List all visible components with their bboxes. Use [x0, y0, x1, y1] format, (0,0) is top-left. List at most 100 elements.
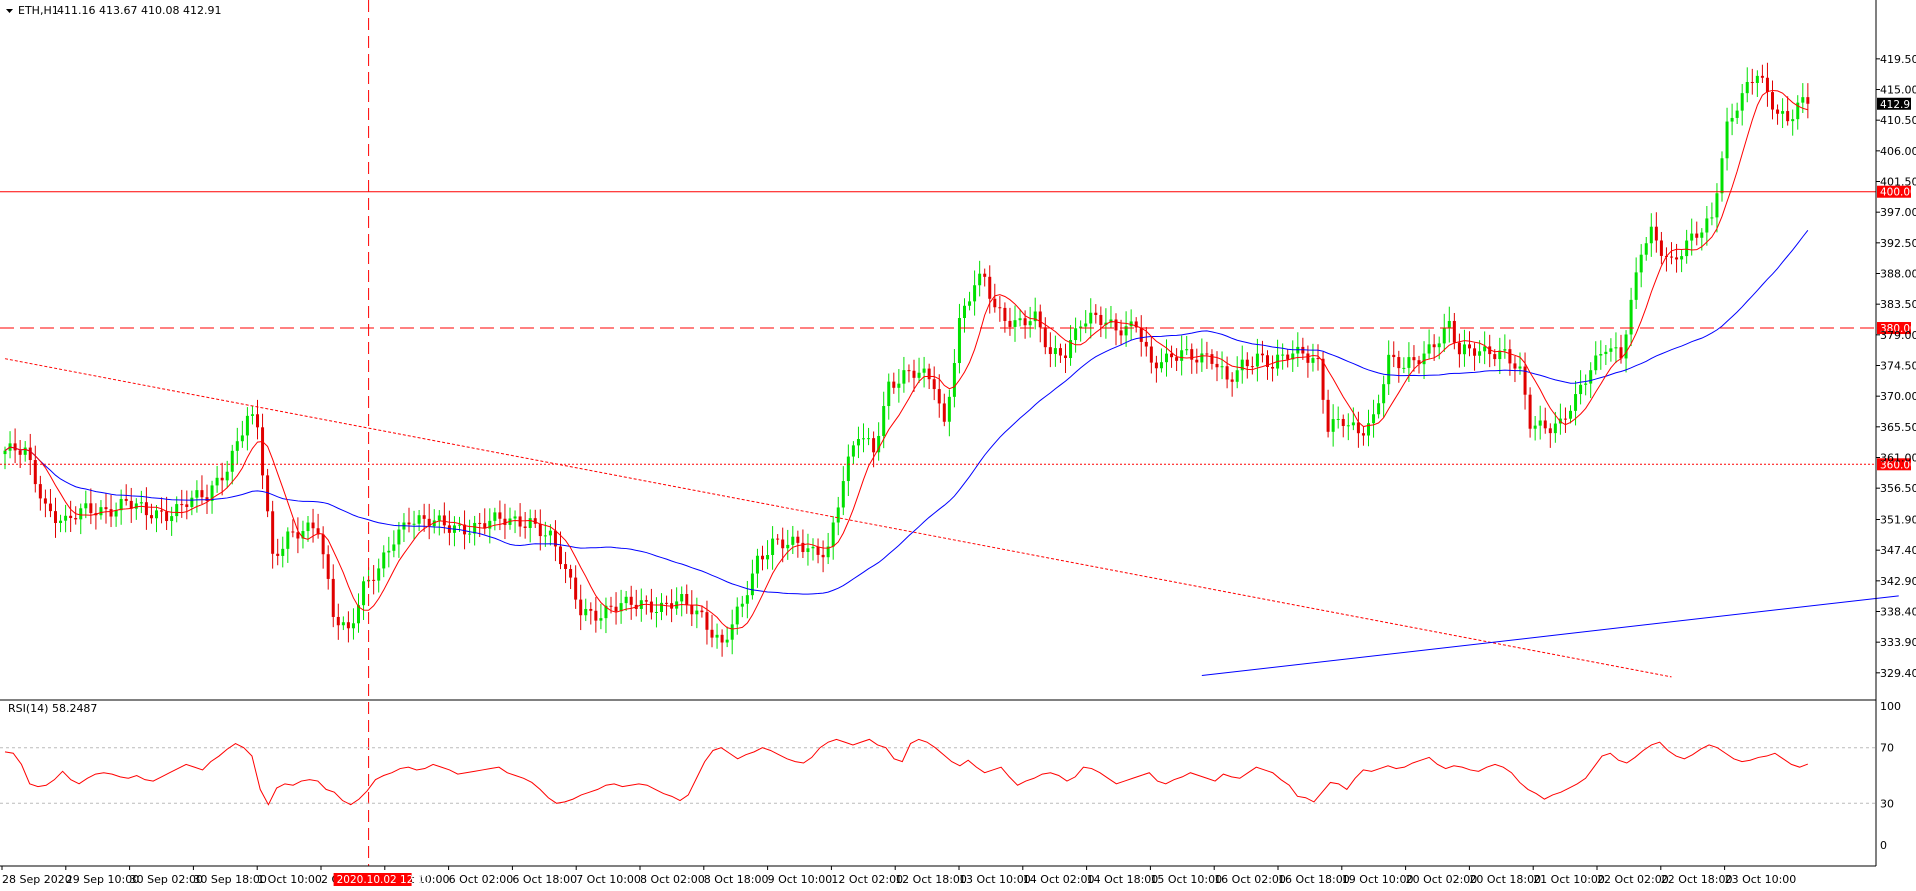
candle-body	[1508, 349, 1512, 364]
time-tick-label: 20 Oct 02:00	[1406, 873, 1478, 886]
candle-body	[856, 439, 860, 446]
candle-body	[1619, 347, 1623, 359]
candle-body	[1260, 353, 1264, 356]
candle-body	[811, 546, 815, 549]
candle-body	[155, 510, 158, 519]
candle-body	[1271, 366, 1275, 369]
candle-body	[281, 548, 285, 556]
candle-body	[1053, 348, 1057, 355]
candle-body	[660, 602, 663, 613]
candle-body	[1745, 81, 1749, 94]
candle-body	[240, 435, 244, 442]
candle-body	[1725, 121, 1729, 159]
time-tick-label: 7 Oct 10:00	[576, 873, 641, 886]
time-tick-label: 13 Oct 10:00	[959, 873, 1031, 886]
candle-body	[1028, 321, 1032, 326]
collapse-triangle-icon[interactable]	[6, 9, 13, 13]
candle-body	[266, 475, 270, 512]
price-tick-label: 410.50	[1880, 114, 1916, 127]
level-tag-label: 400.00	[1880, 187, 1916, 199]
rsi-line	[4, 738, 1809, 806]
candle-body	[1069, 340, 1073, 359]
candle-body	[599, 618, 603, 621]
candle-body	[665, 602, 669, 604]
candle-body	[1675, 257, 1679, 260]
price-tick-label: 406.00	[1880, 145, 1916, 158]
candle-body	[1139, 327, 1143, 342]
candle-body	[473, 522, 477, 534]
current-price-label: 412.91	[1880, 99, 1916, 111]
candle-body	[1180, 350, 1184, 361]
candle-body	[564, 564, 568, 569]
candle-body	[533, 518, 537, 524]
candle-body	[1483, 346, 1487, 352]
candle-body	[1488, 346, 1492, 355]
candle-body	[407, 522, 411, 525]
time-tick-label: 6 Oct 02:00	[449, 873, 514, 886]
candle-body	[331, 578, 335, 617]
price-tick-label: 379.00	[1880, 329, 1916, 342]
candle-body	[1685, 240, 1689, 257]
candle-body	[124, 498, 128, 501]
candle-body	[917, 372, 921, 378]
candle-body	[654, 612, 658, 614]
candle-body	[1563, 418, 1567, 420]
candle-body	[745, 595, 749, 604]
candle-body	[1064, 355, 1067, 359]
overlays-layer	[0, 0, 1899, 866]
candle-body	[1513, 363, 1517, 369]
candle-body	[710, 629, 714, 638]
candle-body	[1225, 366, 1229, 380]
current-price-tag	[1877, 97, 1911, 110]
candle-body	[341, 622, 345, 626]
rsi-tick-label: 100	[1880, 700, 1901, 713]
candle-body	[1119, 330, 1123, 336]
candle-body	[134, 503, 138, 509]
candle-body	[195, 490, 199, 498]
candle-body	[968, 301, 972, 306]
candle-body	[1644, 243, 1648, 255]
candle-body	[1518, 366, 1522, 369]
candle-body	[1084, 323, 1088, 327]
time-tick-label: 12 Oct 02:00	[831, 873, 903, 886]
candle-body	[296, 532, 300, 539]
candle-body	[1806, 97, 1810, 104]
candle-body	[387, 550, 391, 553]
candle-body	[1266, 355, 1269, 367]
candle-body	[1048, 347, 1052, 355]
price-tick-label: 374.50	[1880, 360, 1916, 373]
candle-body	[963, 305, 966, 319]
candle-body	[256, 414, 259, 428]
candle-body	[523, 526, 527, 528]
candle-body	[998, 307, 1002, 309]
candle-body	[1240, 359, 1244, 371]
time-tick-label: 29 Sep 10:00	[66, 873, 139, 886]
candle-body	[149, 515, 153, 519]
candle-body	[170, 516, 174, 522]
candle-body	[1755, 75, 1759, 83]
candle-body	[685, 594, 689, 605]
price-tick-label: 356.50	[1880, 482, 1916, 495]
candle-body	[1255, 353, 1259, 367]
candle-body	[447, 525, 451, 533]
candle-body	[119, 498, 123, 511]
candle-body	[1377, 403, 1381, 415]
candle-body	[614, 606, 618, 612]
ma-slow-line	[4, 230, 1809, 595]
candle-body	[483, 523, 487, 529]
candle-body	[1074, 328, 1078, 341]
candle-body	[1149, 346, 1153, 363]
candle-body	[1584, 383, 1588, 385]
time-tick-label: 6 Oct 18:00	[512, 873, 577, 886]
candle-body	[1720, 158, 1724, 194]
candle-body	[144, 502, 148, 516]
candle-body	[786, 544, 790, 549]
candle-body	[1740, 93, 1744, 111]
candle-body	[771, 538, 775, 556]
candle-body	[1801, 97, 1805, 103]
candle-body	[326, 554, 330, 579]
candle-body	[629, 596, 633, 605]
candle-body	[543, 535, 547, 537]
candle-body	[1639, 254, 1643, 273]
